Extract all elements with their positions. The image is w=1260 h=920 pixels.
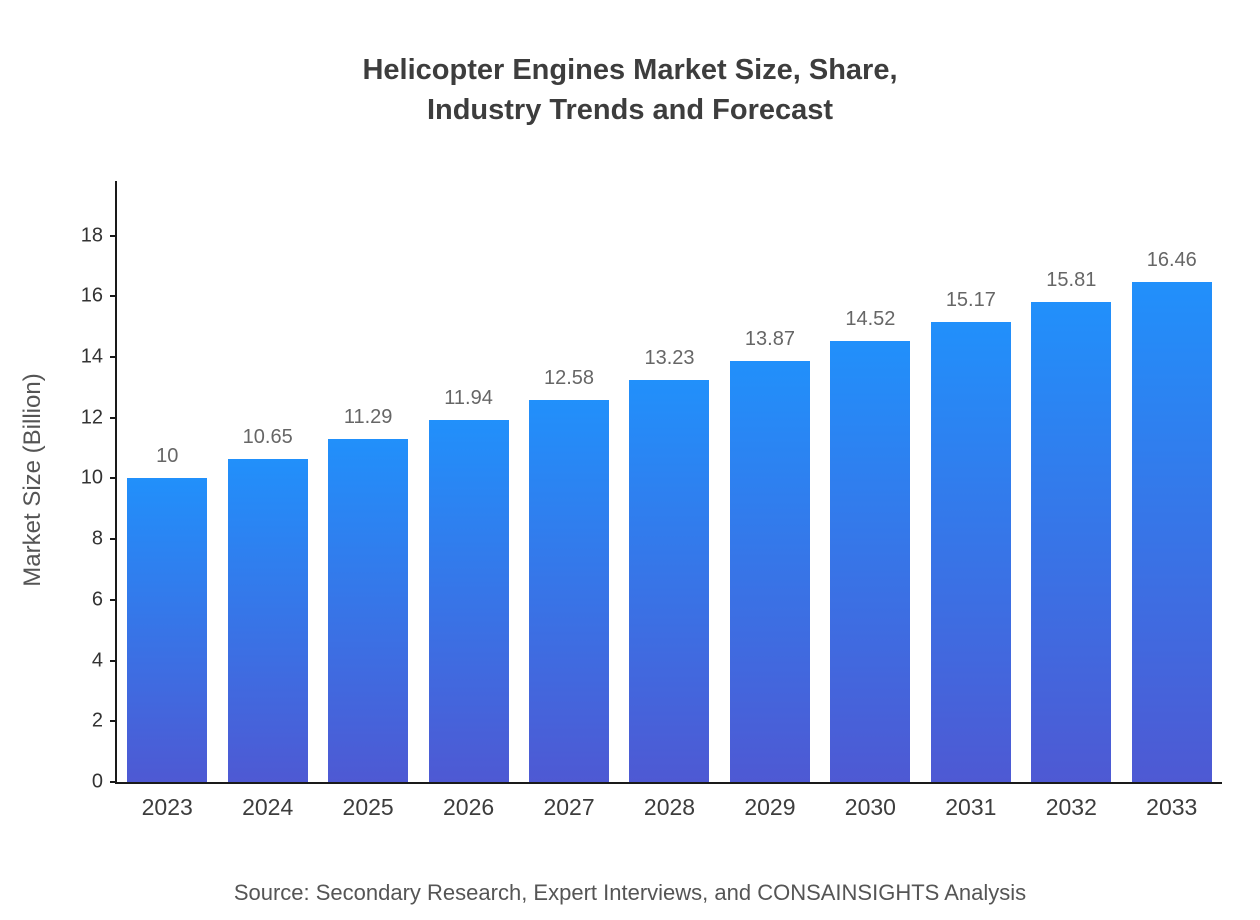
bar-2033[interactable] — [1131, 282, 1212, 782]
y-tick-mark — [110, 720, 117, 723]
bar-slot-2027: 12.58 2027 — [519, 181, 619, 820]
x-tick-label: 2023 — [141, 794, 193, 820]
bar-slot-2025: 11.29 2025 — [318, 181, 418, 820]
bar-value-label: 15.81 — [1046, 269, 1097, 292]
bar-2025[interactable] — [328, 439, 409, 782]
y-tick-mark — [110, 295, 117, 298]
bar-value-label: 12.58 — [544, 367, 595, 390]
x-tick-label: 2029 — [744, 794, 796, 820]
y-tick-mark — [110, 416, 117, 419]
bar-slot-2029: 13.87 2029 — [720, 181, 820, 820]
y-tick-label: 6 — [91, 588, 103, 611]
bar-slot-2028: 13.23 2028 — [619, 181, 719, 820]
bar-value-label: 13.23 — [644, 347, 695, 370]
chart-title-line-2: Industry Trends and Forecast — [426, 94, 834, 126]
bar-2023[interactable] — [127, 478, 208, 782]
y-tick-label: 16 — [80, 284, 103, 307]
bar-2029[interactable] — [729, 361, 810, 782]
bar-slot-2032: 15.81 2032 — [1021, 181, 1121, 820]
bar-value-label: 14.52 — [845, 308, 896, 331]
y-tick-label: 4 — [91, 649, 103, 672]
source-caption: Source: Secondary Research, Expert Inter… — [233, 880, 1027, 905]
x-tick-label: 2033 — [1146, 794, 1198, 820]
bar-2026[interactable] — [428, 419, 509, 782]
y-tick-label: 18 — [80, 224, 103, 247]
y-tick-mark — [110, 538, 117, 541]
x-tick-label: 2028 — [643, 794, 696, 820]
y-tick-label: 2 — [91, 709, 103, 732]
x-tick-label: 2032 — [1045, 794, 1097, 820]
bar-value-label: 16.46 — [1146, 249, 1197, 272]
bar-value-label: 10 — [156, 445, 179, 468]
bar-slot-2030: 14.52 2030 — [820, 181, 920, 820]
bar-2027[interactable] — [529, 400, 610, 782]
x-axis-line — [115, 782, 1222, 784]
y-tick-label: 12 — [80, 406, 103, 429]
bar-value-label: 15.17 — [945, 288, 996, 311]
y-tick-mark — [110, 781, 117, 783]
y-tick-mark — [110, 477, 117, 480]
bar-slot-2024: 10.65 2024 — [217, 181, 317, 820]
y-axis-line — [115, 181, 117, 782]
x-tick-label: 2026 — [442, 794, 495, 820]
bar-slot-2026: 11.94 2026 — [418, 181, 518, 820]
y-tick-mark — [110, 234, 117, 237]
x-tick-label: 2031 — [945, 794, 997, 820]
bar-slot-2023: 10 2023 — [117, 181, 217, 820]
x-tick-label: 2027 — [543, 794, 595, 820]
y-tick-label: 8 — [91, 527, 103, 550]
plot-area: 0 2 4 6 8 10 12 14 16 18 10 2023 10.65 2024 11.29 2025… — [81, 181, 1222, 820]
bar-value-label: 10.65 — [242, 425, 293, 448]
bar-2032[interactable] — [1031, 302, 1112, 782]
y-tick-label: 10 — [80, 466, 103, 489]
chart-title: Helicopter Engines Market Size, Share, I… — [0, 50, 1260, 130]
y-tick-mark — [110, 356, 117, 359]
bar-slot-2031: 15.17 2031 — [921, 181, 1021, 820]
bar-value-label: 13.87 — [744, 328, 795, 350]
x-tick-label: 2024 — [242, 794, 294, 820]
bar-value-label: 11.29 — [343, 406, 393, 429]
bar-2030[interactable] — [830, 341, 911, 782]
y-axis-title: Market Size (Billion) — [19, 373, 46, 587]
y-tick-label: 0 — [91, 770, 103, 793]
bar-2024[interactable] — [227, 458, 308, 782]
x-tick-label: 2025 — [342, 794, 394, 820]
y-tick-label: 14 — [80, 345, 103, 368]
bar-2028[interactable] — [629, 380, 710, 782]
y-tick-mark — [110, 598, 117, 601]
bar-value-label: 11.94 — [444, 386, 493, 409]
bar-2031[interactable] — [930, 321, 1011, 782]
bar-slot-2033: 16.46 2033 — [1122, 181, 1222, 820]
x-tick-label: 2030 — [844, 794, 896, 820]
y-tick-mark — [110, 659, 117, 662]
chart-title-line-1: Helicopter Engines Market Size, Share, — [362, 54, 898, 86]
